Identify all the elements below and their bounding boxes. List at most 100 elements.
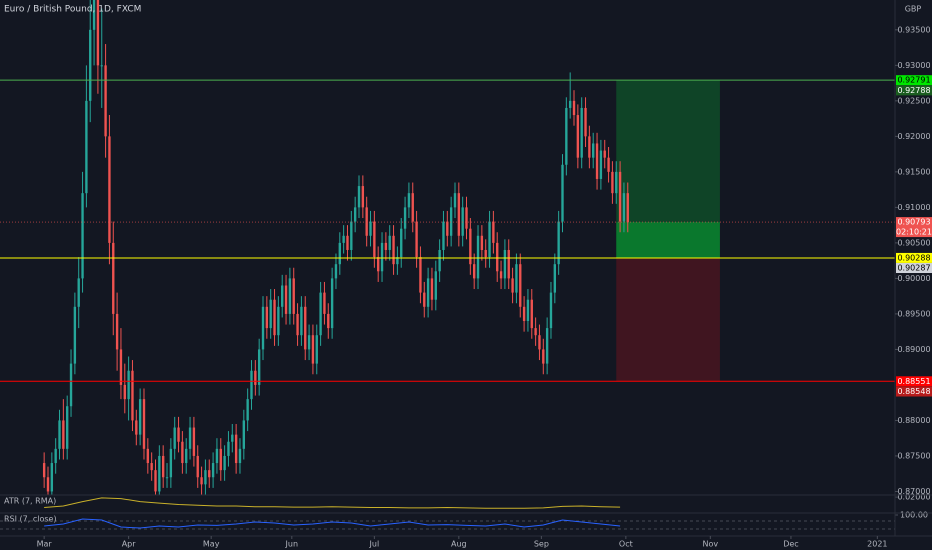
candle-body [261, 306, 265, 350]
candle-body [165, 477, 169, 479]
candle-body [338, 242, 341, 265]
candle-body [592, 143, 595, 158]
candle-body [100, 65, 103, 67]
candle-body [158, 455, 161, 492]
candle-body [580, 107, 583, 158]
candle-body [568, 100, 572, 108]
candle-body [603, 150, 606, 158]
candle-body [281, 285, 284, 307]
candle-body [357, 186, 361, 208]
candle-body [584, 107, 587, 137]
candle-body [626, 193, 629, 223]
candle-body [204, 470, 207, 485]
candle-body [42, 463, 46, 478]
candle-body [296, 313, 299, 336]
price-label-box [896, 252, 932, 263]
x-tick-label: Jul [369, 540, 380, 549]
candle-body [131, 370, 134, 421]
candle-body [469, 228, 472, 265]
candle-body [430, 278, 434, 300]
candle-body [607, 157, 610, 172]
candle-body [611, 171, 614, 194]
candle-body [476, 235, 480, 279]
candle-body [488, 221, 491, 258]
candle-body [292, 278, 295, 314]
candle-body [496, 242, 499, 272]
price-label: 0.92788 [897, 86, 930, 95]
currency-label: GBP [905, 5, 922, 14]
candle-body [576, 115, 580, 158]
candle-body [446, 221, 449, 236]
x-tick-label: Oct [619, 540, 633, 549]
candle-body [46, 477, 50, 492]
x-tick-label: Dec [783, 540, 798, 549]
indicator-label: ATR (7, RMA) [4, 497, 56, 506]
candle-body [185, 448, 188, 464]
candle-body [288, 278, 292, 314]
y-tick-label: 0.92000 [897, 132, 930, 141]
x-tick-label: Mar [37, 540, 53, 549]
candle-body [553, 264, 557, 293]
candle-body [273, 299, 276, 336]
candle-body [465, 207, 468, 229]
price-label: 0.88548 [897, 387, 930, 396]
candle-body [300, 306, 303, 336]
candle-body [426, 278, 430, 307]
candle-body [173, 427, 176, 449]
candle-body [150, 463, 153, 471]
candle-body [530, 299, 533, 329]
candle-body [284, 285, 288, 314]
candle-body [542, 349, 545, 364]
candle-body [238, 448, 242, 464]
indicator-panes: ATR (7, RMA) 0.02000 RSI (7, close) 100.00 [0, 493, 931, 530]
candle-body [411, 193, 414, 222]
candle-body [73, 306, 77, 364]
candle-body [219, 448, 222, 471]
y-tick-label: 0.89000 [897, 345, 930, 354]
candle-body [89, 29, 92, 101]
candle-body [538, 335, 541, 350]
candle-body [200, 477, 203, 485]
candle-body [231, 434, 234, 442]
candle-body [353, 207, 357, 222]
candle-body [269, 299, 272, 329]
candle-body [388, 235, 391, 250]
target-zone [616, 80, 720, 223]
candle-body [127, 370, 130, 400]
candle-body [400, 228, 403, 258]
candle-body [565, 107, 568, 165]
y-tick-label: 0.92500 [897, 96, 930, 105]
candle-body [618, 171, 622, 222]
candle-body [85, 100, 88, 194]
candle-body [419, 257, 422, 293]
x-tick-label: Jun [285, 540, 299, 549]
candle-body [615, 171, 618, 194]
candle-body [315, 335, 318, 364]
candle-body [112, 242, 115, 314]
price-label-box [896, 263, 932, 274]
candle-body [380, 242, 384, 272]
y-tick-label: 0.93000 [897, 61, 930, 70]
candle-body [334, 264, 338, 279]
candle-body [346, 235, 349, 250]
candle-body [146, 448, 150, 464]
candle-body [323, 292, 326, 314]
candle-body [396, 257, 399, 265]
candle-body [549, 292, 553, 329]
candle-body [188, 427, 192, 449]
candle-body [81, 193, 84, 279]
last-price-box [896, 217, 932, 238]
candle-body [369, 221, 372, 236]
candle-body [208, 470, 211, 478]
candle-body [522, 306, 526, 322]
candle-body [511, 278, 514, 293]
open-profit-zone [616, 222, 720, 258]
candle-body [438, 249, 441, 272]
candle-body [557, 221, 560, 265]
candle-body [480, 235, 484, 250]
price-label-box [896, 376, 932, 387]
candle-body [154, 470, 157, 492]
candle-body [499, 271, 503, 279]
candle-body [373, 221, 376, 258]
